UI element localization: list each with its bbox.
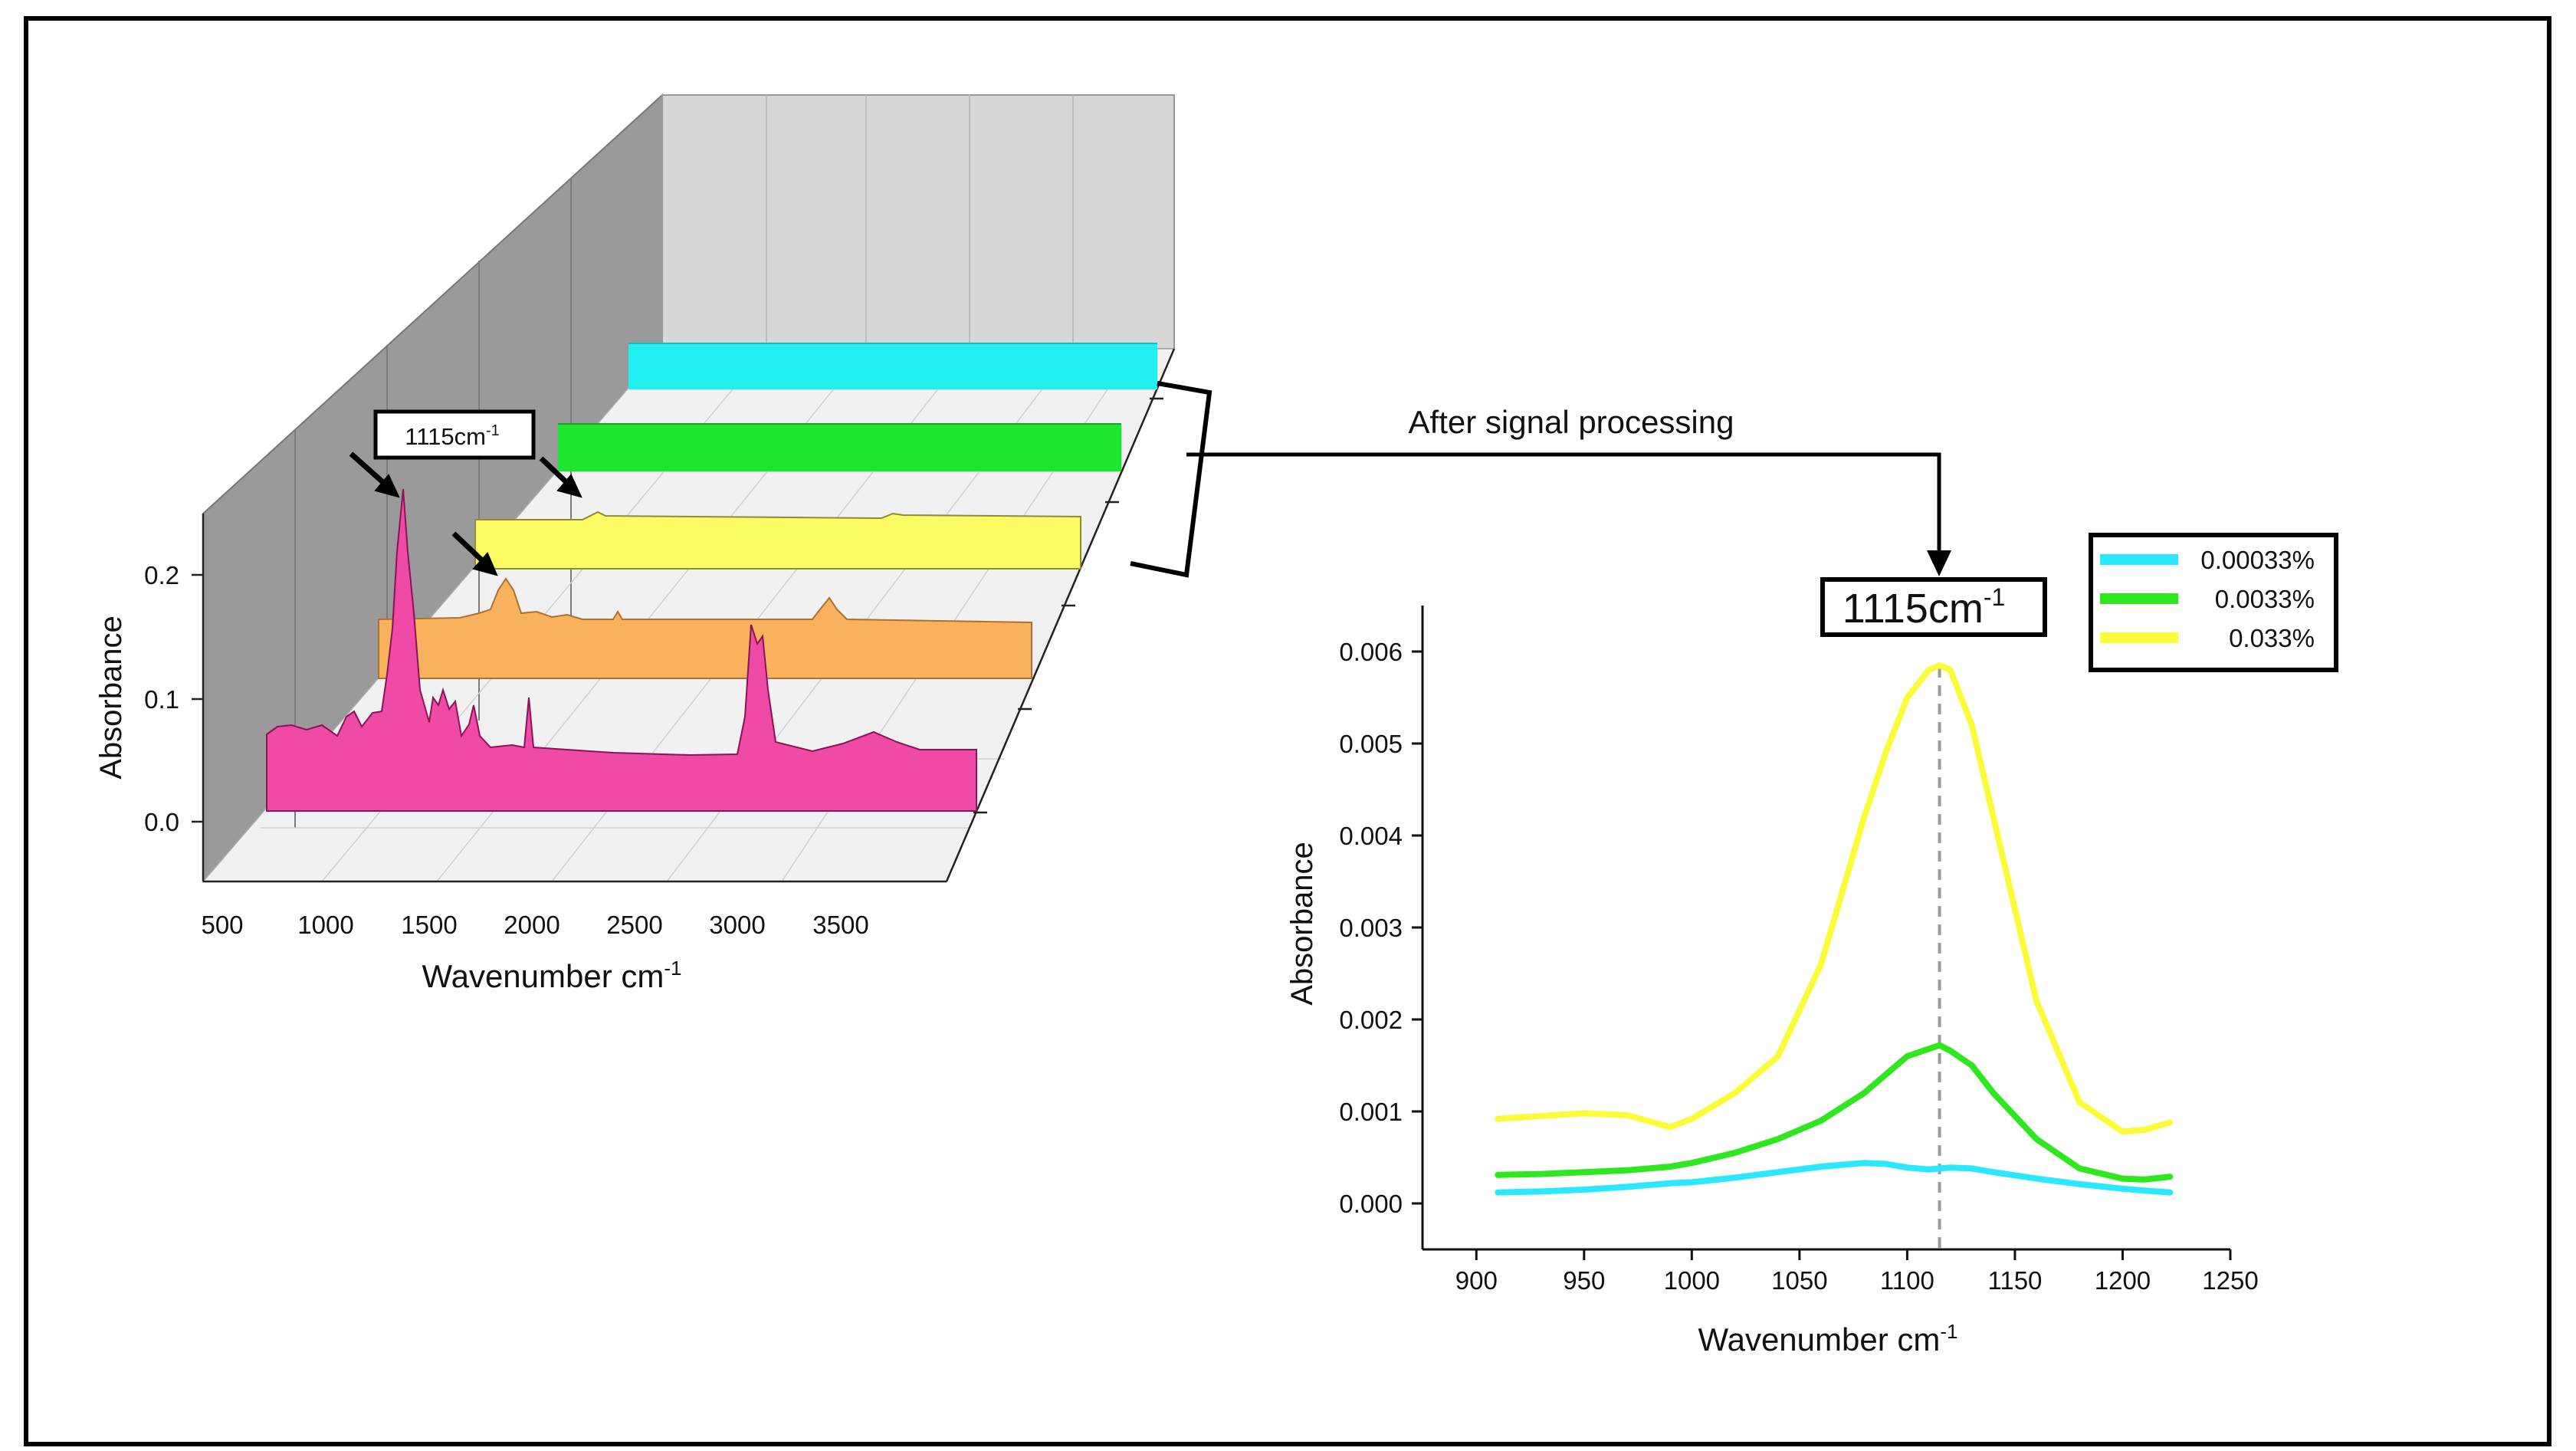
legend: 0.00033% 0.0033% 0.033% <box>2089 533 2338 672</box>
series-ribbon-magenta <box>266 488 977 812</box>
left-x-tick-label: 2500 <box>606 911 662 939</box>
right-x-tick-label: 1250 <box>2202 1266 2258 1295</box>
right-x-tick-label: 900 <box>1455 1266 1498 1295</box>
right-x-tick-label: 950 <box>1563 1266 1605 1295</box>
left-x-tick-labels: 500 1000 1500 2000 2500 3000 3500 <box>201 911 868 939</box>
connector-label: After signal processing <box>1409 404 1734 440</box>
left-y-axis <box>192 514 205 881</box>
connector-bracket <box>1130 381 1213 578</box>
right-y-tick-label: 0.000 <box>1339 1190 1403 1218</box>
right-x-tick-label: 1050 <box>1771 1266 1827 1295</box>
legend-label: 0.033% <box>2229 624 2315 652</box>
right-y-ticks: 0.000 0.001 0.002 0.003 0.004 0.005 0.006 <box>1339 638 1423 1218</box>
legend-label: 0.0033% <box>2215 585 2315 613</box>
left-x-tick-label: 1500 <box>401 911 457 939</box>
peak-annotation-text: 1115cm-1 <box>1843 583 2006 632</box>
legend-entries: 0.00033% 0.0033% 0.033% <box>2100 546 2315 652</box>
series-ribbon-orange <box>378 577 1032 679</box>
series-ribbon-yellow <box>474 510 1081 570</box>
series-line-0 <box>1495 1160 2174 1196</box>
back-wall <box>661 94 1175 350</box>
left-x-axis-label: Wavenumber cm-1 <box>422 957 682 994</box>
right-y-tick-label: 0.004 <box>1339 822 1403 850</box>
left-x-tick-label: 500 <box>201 911 243 939</box>
left-x-tick-label: 2000 <box>504 911 560 939</box>
right-x-tick-label: 1100 <box>1880 1266 1934 1295</box>
right-x-tick-label: 1000 <box>1664 1266 1720 1295</box>
series-ribbon-green <box>558 423 1121 471</box>
right-x-tick-label: 1200 <box>2095 1266 2151 1295</box>
left-annotation-arrows <box>349 451 582 576</box>
left-y-tick-label: 0.1 <box>144 685 179 714</box>
right-x-axis-label: Wavenumber cm-1 <box>1698 1320 1958 1357</box>
left-y-tick-labels: 0.2 0.1 0.0 <box>144 561 179 836</box>
series-ribbon-cyan <box>628 343 1157 389</box>
left-annotation-box <box>373 409 536 460</box>
right-x-tick-label: 1150 <box>1987 1266 2042 1295</box>
connector-line <box>1186 452 1941 556</box>
connector: After signal processing <box>1130 381 1951 578</box>
right-y-tick-label: 0.006 <box>1339 638 1403 666</box>
left-y-axis-label: Absorbance <box>94 616 128 779</box>
right-x-ticks: 900 950 1000 1050 1100 1150 1200 1250 <box>1455 1249 2259 1295</box>
left-annotation-text: 1115cm-1 <box>405 422 499 450</box>
back-gridlines <box>766 95 1074 349</box>
right-y-tick-label: 0.005 <box>1339 730 1403 758</box>
legend-label: 0.00033% <box>2200 546 2315 574</box>
series-line-2 <box>1495 662 2174 1135</box>
right-y-tick-label: 0.001 <box>1339 1098 1403 1126</box>
right-series <box>1495 662 2174 1196</box>
right-y-axis-label: Absorbance <box>1285 842 1319 1005</box>
left-x-tick-label: 3000 <box>709 911 765 939</box>
connector-arrowhead <box>1927 550 1951 576</box>
left-y-tick-label: 0.0 <box>144 808 179 836</box>
series-line-1 <box>1495 1042 2174 1183</box>
depth-axis <box>945 348 1176 882</box>
left-x-tick-label: 1000 <box>297 911 353 939</box>
left-waterfall-chart: 0.2 0.1 0.0 Absorbance 500 1000 1500 200… <box>94 93 1176 994</box>
right-y-tick-label: 0.002 <box>1339 1006 1403 1034</box>
right-y-tick-label: 0.003 <box>1339 914 1403 942</box>
peak-annotation-box <box>1820 577 2047 637</box>
left-x-tick-label: 3500 <box>812 911 868 939</box>
left-y-tick-label: 0.2 <box>144 561 179 589</box>
